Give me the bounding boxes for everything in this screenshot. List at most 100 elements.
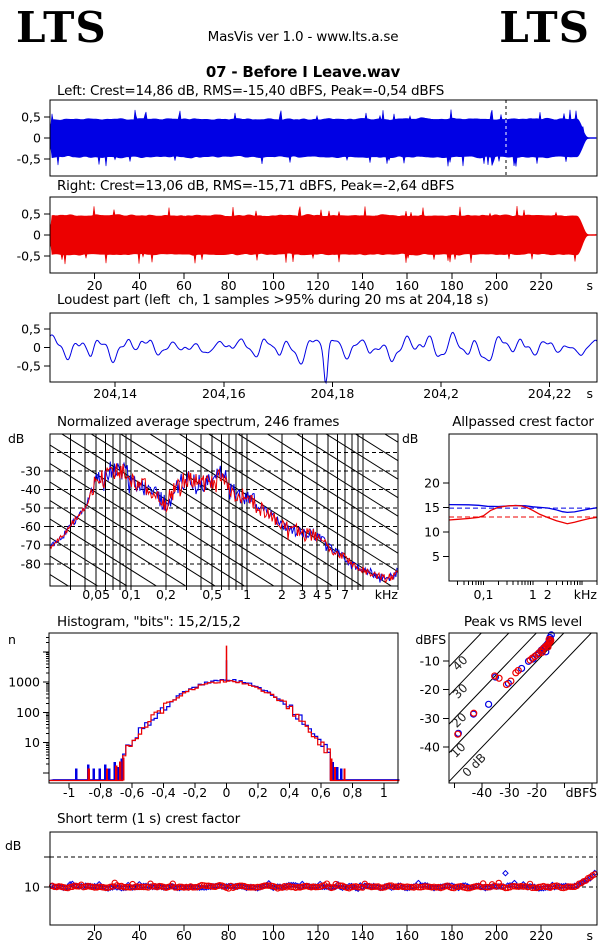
svg-text:0,05: 0,05 [82, 587, 110, 602]
logo-left: LTS [16, 3, 107, 52]
svg-text:s: s [586, 278, 593, 293]
svg-text:0,1: 0,1 [121, 587, 141, 602]
svg-text:0,1: 0,1 [474, 587, 494, 602]
svg-text:-20: -20 [527, 785, 547, 800]
svg-text:-80: -80 [21, 556, 41, 571]
svg-text:s: s [586, 928, 593, 943]
svg-text:-0,8: -0,8 [88, 785, 112, 800]
shortterm-title: Short term (1 s) crest factor [57, 811, 240, 827]
svg-text:0,5: 0,5 [21, 321, 41, 336]
svg-text:2: 2 [544, 587, 552, 602]
svg-text:4: 4 [313, 587, 321, 602]
svg-text:10: 10 [24, 880, 40, 895]
svg-text:2: 2 [278, 587, 286, 602]
svg-text:-60: -60 [21, 519, 41, 534]
svg-text:0 dB: 0 dB [460, 751, 489, 780]
svg-text:120: 120 [306, 928, 330, 943]
svg-text:0: 0 [33, 228, 41, 243]
svg-text:140: 140 [351, 928, 375, 943]
svg-text:1: 1 [380, 785, 388, 800]
spectrum-title: Normalized average spectrum, 246 frames [57, 414, 340, 430]
svg-text:0,6: 0,6 [311, 785, 331, 800]
svg-text:7: 7 [341, 587, 349, 602]
svg-text:20: 20 [424, 476, 440, 491]
svg-text:160: 160 [395, 928, 419, 943]
svg-text:-50: -50 [21, 501, 41, 516]
svg-text:220: 220 [529, 278, 553, 293]
svg-text:40: 40 [450, 653, 471, 674]
svg-text:-1: -1 [63, 785, 75, 800]
shortterm-db-unit: dB [5, 838, 22, 853]
svg-text:s: s [586, 386, 593, 401]
svg-text:80: 80 [221, 928, 237, 943]
peak-rms-dbfs-unit: dBFS [415, 632, 446, 647]
peak-rms-title: Peak vs RMS level [463, 614, 583, 630]
svg-text:0,2: 0,2 [248, 785, 268, 800]
svg-text:10: 10 [424, 525, 440, 540]
svg-text:200: 200 [485, 928, 509, 943]
svg-text:200: 200 [485, 278, 509, 293]
histogram-title: Histogram, "bits": 15,2/15,2 [57, 614, 241, 630]
svg-text:160: 160 [395, 278, 419, 293]
svg-text:20: 20 [87, 928, 103, 943]
loudest-part-title: Loudest part (left ch, 1 samples >95% du… [57, 292, 489, 308]
svg-text:10: 10 [24, 735, 40, 750]
svg-text:204,22: 204,22 [528, 386, 572, 401]
svg-text:dBFS: dBFS [566, 785, 597, 800]
svg-text:-30: -30 [499, 785, 519, 800]
svg-text:40: 40 [131, 928, 147, 943]
svg-text:100: 100 [261, 928, 285, 943]
svg-text:5: 5 [324, 587, 332, 602]
allpassed-title: Allpassed crest factor [452, 414, 594, 430]
svg-text:1000: 1000 [8, 675, 40, 690]
spectrum-db-unit: dB [8, 431, 25, 446]
svg-text:60: 60 [176, 928, 192, 943]
svg-text:0: 0 [33, 131, 41, 146]
svg-text:204,14: 204,14 [93, 386, 137, 401]
svg-text:220: 220 [529, 928, 553, 943]
svg-text:-0,5: -0,5 [17, 249, 41, 264]
svg-text:-40: -40 [472, 785, 492, 800]
svg-text:10: 10 [448, 740, 469, 761]
svg-text:5: 5 [432, 549, 440, 564]
svg-text:kHz: kHz [375, 587, 399, 602]
svg-text:0,5: 0,5 [21, 207, 41, 222]
svg-text:20: 20 [449, 710, 470, 731]
svg-text:-0,5: -0,5 [17, 152, 41, 167]
svg-text:-10: -10 [420, 654, 440, 669]
svg-text:-0,2: -0,2 [183, 785, 207, 800]
svg-text:0,5: 0,5 [202, 587, 222, 602]
app-title: MasVis ver 1.0 - www.lts.a.se [207, 29, 399, 45]
logo-right: LTS [499, 3, 590, 52]
right-channel-title: Right: Crest=13,06 dB, RMS=-15,71 dBFS, … [57, 178, 455, 194]
left-channel-title: Left: Crest=14,86 dB, RMS=-15,40 dBFS, P… [57, 83, 445, 99]
svg-text:3: 3 [298, 587, 306, 602]
svg-text:60: 60 [176, 278, 192, 293]
svg-text:0,2: 0,2 [156, 587, 176, 602]
svg-text:-0,5: -0,5 [17, 359, 41, 374]
svg-text:204,2: 204,2 [423, 386, 459, 401]
svg-text:100: 100 [261, 278, 285, 293]
svg-text:1: 1 [529, 587, 537, 602]
svg-text:40: 40 [131, 278, 147, 293]
svg-text:30: 30 [450, 681, 471, 702]
histogram-n-unit: n [8, 632, 16, 647]
svg-text:20: 20 [87, 278, 103, 293]
svg-text:kHz: kHz [574, 587, 598, 602]
svg-text:-0,6: -0,6 [120, 785, 144, 800]
svg-text:15: 15 [424, 500, 440, 515]
svg-text:0: 0 [33, 340, 41, 355]
svg-text:120: 120 [306, 278, 330, 293]
svg-text:0,4: 0,4 [279, 785, 299, 800]
svg-text:140: 140 [351, 278, 375, 293]
svg-text:100: 100 [16, 705, 40, 720]
svg-text:180: 180 [440, 278, 464, 293]
svg-text:180: 180 [440, 928, 464, 943]
svg-text:204,16: 204,16 [202, 386, 246, 401]
svg-text:0,5: 0,5 [21, 110, 41, 125]
svg-text:-30: -30 [21, 464, 41, 479]
svg-text:-0,4: -0,4 [151, 785, 175, 800]
svg-text:80: 80 [221, 278, 237, 293]
